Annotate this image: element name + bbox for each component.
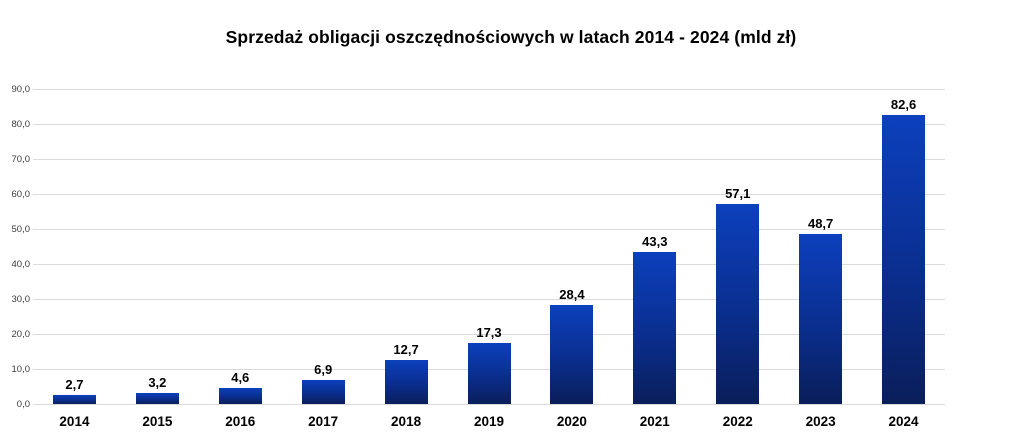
bar-value-label: 3,2	[148, 374, 167, 390]
x-axis-tick-label: 2020	[556, 414, 587, 429]
y-axis-tick-label: 80,0	[11, 119, 31, 130]
bar-value-label: 82,6	[890, 96, 917, 112]
bar-2023	[799, 233, 843, 404]
x-axis-tick-label: 2023	[805, 414, 836, 429]
x-axis-tick-label: 2019	[473, 414, 505, 429]
bar-value-label: 28,4	[559, 286, 585, 302]
bar-value-label: 2,7	[65, 376, 84, 392]
bar-value-label: 48,7	[807, 215, 834, 231]
bar-value-label: 6,9	[314, 361, 333, 377]
bar-value-label: 43,3	[642, 234, 668, 250]
bar-2021	[633, 252, 677, 404]
bar-2017	[301, 379, 345, 404]
bar-value-label: 57,1	[725, 186, 751, 202]
x-axis-tick-label: 2022	[722, 414, 753, 429]
bar-2024	[882, 114, 926, 404]
bar-2020	[550, 304, 594, 404]
y-axis-tick-label: 70,0	[11, 154, 31, 165]
bar-2018	[384, 359, 428, 404]
bar-2022	[716, 204, 760, 404]
y-gridline	[33, 194, 945, 195]
y-gridline	[33, 124, 945, 125]
x-axis-tick-label: 2017	[308, 414, 339, 429]
bar-2015	[135, 392, 179, 404]
y-gridline	[33, 89, 945, 90]
x-axis-tick-label: 2016	[225, 414, 256, 429]
y-gridline	[33, 334, 945, 335]
y-axis-tick-label: 20,0	[11, 329, 31, 340]
y-axis-tick-label: 0,0	[16, 399, 30, 410]
y-axis-tick-label: 90,0	[11, 84, 31, 95]
x-axis-tick-label: 2018	[391, 414, 422, 429]
y-gridline	[33, 299, 945, 300]
bar-value-label: 4,6	[231, 369, 250, 385]
y-gridline	[33, 264, 945, 265]
y-axis-tick-label: 30,0	[11, 294, 31, 305]
x-axis-tick-label: 2021	[639, 414, 670, 429]
x-axis-tick-label: 2014	[59, 414, 90, 429]
bar-value-label: 12,7	[393, 341, 419, 357]
y-axis-tick-label: 60,0	[11, 189, 31, 200]
bar-2014	[52, 394, 96, 404]
y-axis-tick-label: 40,0	[11, 259, 31, 270]
y-gridline	[33, 159, 945, 160]
bar-2019	[467, 343, 511, 404]
bar-value-label: 17,3	[476, 325, 502, 341]
y-gridline	[33, 404, 945, 405]
chart-title: Sprzedaż obligacji oszczędnościowych w l…	[225, 27, 797, 47]
y-axis-tick-label: 50,0	[11, 224, 31, 235]
x-axis-tick-label: 2015	[142, 414, 173, 429]
x-axis-tick-label: 2024	[888, 414, 919, 429]
bar-2016	[218, 387, 262, 404]
y-gridline	[33, 229, 945, 230]
y-axis-tick-label: 10,0	[11, 364, 31, 375]
